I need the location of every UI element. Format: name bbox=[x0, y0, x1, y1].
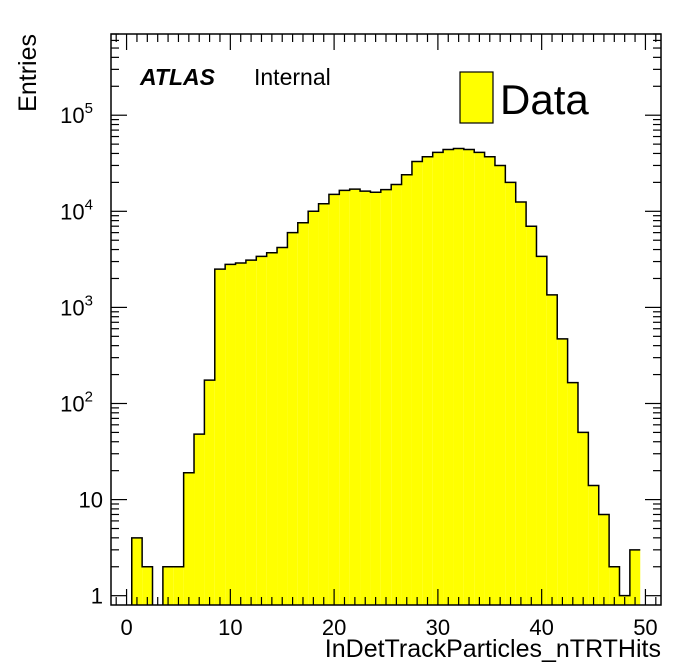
histogram-bar bbox=[360, 191, 371, 605]
x-ticks: 0 10 20 30 40 50 bbox=[115, 34, 658, 640]
histogram-bar bbox=[443, 149, 454, 606]
histogram-bar bbox=[567, 382, 578, 605]
y-tick-label: 103 bbox=[60, 292, 93, 320]
histogram-bar bbox=[536, 256, 547, 605]
histogram-bar bbox=[204, 380, 215, 605]
histogram-bar bbox=[609, 566, 620, 605]
histogram-bar bbox=[546, 294, 558, 605]
histogram-bar bbox=[577, 432, 589, 605]
histogram-bar bbox=[463, 149, 475, 606]
x-tick-label: 50 bbox=[633, 615, 657, 640]
histogram-bar bbox=[380, 189, 392, 605]
histogram-bar bbox=[557, 338, 568, 605]
histogram-bar bbox=[308, 211, 319, 605]
histogram-bar bbox=[432, 152, 444, 605]
histogram-bar bbox=[453, 148, 464, 605]
histogram-bar bbox=[266, 252, 278, 606]
histogram-bar bbox=[515, 201, 527, 606]
histogram-bar bbox=[484, 156, 495, 606]
histogram-bar bbox=[318, 203, 329, 605]
y-tick-label: 1 bbox=[91, 584, 103, 609]
histogram-bar bbox=[474, 152, 485, 605]
y-tick-label: 102 bbox=[60, 388, 93, 416]
histogram-bar bbox=[235, 262, 246, 605]
histogram-bar bbox=[328, 194, 340, 605]
atlas-label: ATLAS bbox=[139, 64, 216, 90]
x-axis-title: InDetTrackParticles_nTRTHits bbox=[325, 635, 661, 663]
histogram-bar bbox=[339, 190, 350, 606]
y-tick-label: 10 bbox=[79, 488, 103, 513]
status-label: Internal bbox=[254, 64, 331, 90]
y-tick-label: 104 bbox=[60, 196, 93, 224]
histogram-bar bbox=[131, 537, 143, 605]
histogram-bar bbox=[391, 184, 402, 605]
legend-label: Data bbox=[500, 76, 589, 123]
histogram-bar bbox=[588, 485, 599, 605]
x-tick-label: 0 bbox=[120, 615, 132, 640]
histogram-bar bbox=[401, 174, 412, 605]
histogram-bar bbox=[256, 256, 267, 605]
histogram-bar bbox=[173, 566, 184, 605]
histogram-bar bbox=[598, 514, 610, 605]
histogram-bar bbox=[411, 161, 423, 606]
histogram-bar bbox=[349, 189, 361, 605]
histogram-outline bbox=[131, 147, 641, 605]
y-axis-title: Entries bbox=[14, 34, 42, 112]
histogram-bar bbox=[277, 247, 288, 605]
x-tick-label: 10 bbox=[218, 615, 242, 640]
histogram-bar bbox=[370, 192, 381, 605]
histogram-bar bbox=[245, 260, 257, 605]
histogram-bars bbox=[131, 148, 641, 606]
histogram-bar bbox=[225, 264, 236, 605]
histogram-bar bbox=[287, 232, 298, 605]
legend: Data bbox=[459, 71, 589, 124]
histogram-bar bbox=[422, 156, 433, 606]
y-tick-label: 105 bbox=[60, 100, 93, 128]
histogram-bar bbox=[494, 165, 506, 605]
histogram-bar bbox=[183, 472, 195, 605]
histogram-bar bbox=[629, 549, 641, 605]
histogram-bar bbox=[297, 222, 309, 605]
histogram-bar bbox=[526, 226, 537, 605]
x-tick-label: 20 bbox=[322, 615, 346, 640]
histogram-bar bbox=[194, 434, 205, 605]
x-tick-label: 30 bbox=[426, 615, 450, 640]
histogram-bar bbox=[162, 566, 174, 605]
legend-swatch bbox=[459, 71, 494, 124]
histogram-bar bbox=[142, 566, 153, 605]
histogram-bar bbox=[214, 269, 226, 605]
y-ticks: 1 10 102 103 104 105 bbox=[60, 33, 661, 609]
histogram-bar bbox=[505, 182, 516, 605]
x-tick-label: 40 bbox=[529, 615, 553, 640]
